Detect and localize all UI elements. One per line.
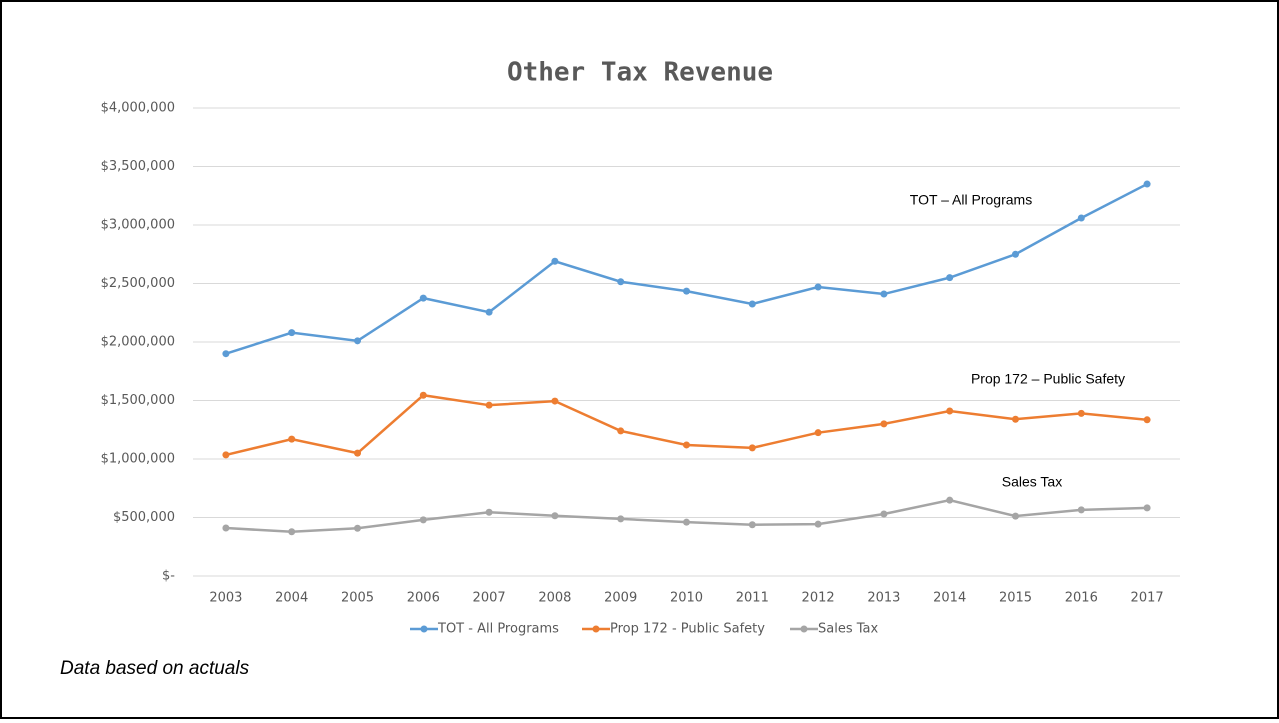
x-tick-label: 2014 — [933, 591, 966, 606]
marker — [1143, 416, 1151, 424]
x-tick-label: 2007 — [473, 591, 506, 606]
marker — [1143, 504, 1151, 512]
annotation: TOT – All Programs — [910, 192, 1032, 208]
x-tick-label: 2005 — [341, 591, 374, 606]
legend-marker — [592, 625, 600, 633]
annotation: Sales Tax — [1002, 474, 1062, 490]
marker — [880, 510, 888, 518]
y-tick-label: $3,000,000 — [101, 218, 175, 233]
marker — [551, 397, 559, 405]
marker — [683, 287, 690, 295]
marker — [485, 508, 493, 516]
legend-label: Sales Tax — [818, 622, 878, 637]
y-tick-label: $4,000,000 — [101, 101, 175, 116]
marker — [1077, 409, 1085, 417]
marker — [617, 427, 625, 435]
x-tick-label: 2016 — [1065, 591, 1098, 606]
x-tick-label: 2009 — [604, 591, 637, 606]
y-tick-label: $500,000 — [113, 510, 175, 525]
marker — [354, 337, 361, 345]
marker — [419, 516, 427, 524]
x-tick-label: 2006 — [407, 591, 440, 606]
y-tick-label: $1,000,000 — [101, 452, 175, 467]
x-tick-label: 2013 — [867, 591, 900, 606]
marker — [748, 444, 756, 452]
marker — [946, 274, 954, 282]
marker — [683, 441, 690, 449]
marker — [814, 283, 822, 291]
marker — [814, 429, 822, 437]
marker — [1143, 180, 1151, 188]
marker — [419, 391, 427, 399]
legend-label: TOT - All Programs — [437, 622, 559, 637]
marker — [1012, 250, 1019, 258]
x-tick-label: 2012 — [802, 591, 835, 606]
marker — [551, 512, 559, 520]
marker — [551, 257, 559, 265]
marker — [880, 420, 888, 428]
marker — [354, 524, 361, 532]
marker — [946, 496, 954, 504]
marker — [288, 329, 296, 337]
legend-label: Prop 172 - Public Safety — [610, 622, 765, 637]
x-tick-label: 2017 — [1131, 591, 1164, 606]
marker — [222, 451, 230, 459]
x-tick-label: 2011 — [736, 591, 769, 606]
legend-marker — [800, 625, 808, 633]
marker — [1012, 512, 1019, 520]
x-tick-label: 2004 — [275, 591, 308, 606]
marker — [222, 350, 230, 358]
marker — [880, 290, 888, 298]
marker — [288, 435, 296, 443]
x-tick-label: 2010 — [670, 591, 703, 606]
marker — [683, 518, 690, 526]
marker — [748, 300, 756, 308]
marker — [1077, 214, 1085, 222]
marker — [485, 401, 493, 409]
chart-title: Other Tax Revenue — [507, 58, 773, 88]
annotation: Prop 172 – Public Safety — [971, 371, 1125, 387]
marker — [617, 515, 625, 523]
marker — [1012, 415, 1019, 423]
marker — [617, 278, 625, 286]
y-tick-label: $3,500,000 — [101, 159, 175, 174]
note: Data based on actuals — [60, 658, 250, 679]
marker — [485, 308, 493, 316]
marker — [1077, 506, 1085, 514]
y-tick-label: $- — [162, 569, 175, 584]
y-tick-label: $1,500,000 — [101, 393, 175, 408]
y-tick-label: $2,500,000 — [101, 276, 175, 291]
marker — [814, 520, 822, 528]
legend-marker — [420, 625, 428, 633]
marker — [419, 294, 427, 302]
y-tick-label: $2,000,000 — [101, 335, 175, 350]
marker — [222, 524, 230, 532]
x-tick-label: 2003 — [209, 591, 242, 606]
x-tick-label: 2008 — [538, 591, 571, 606]
marker — [946, 407, 954, 415]
marker — [748, 521, 756, 529]
marker — [288, 528, 296, 536]
marker — [354, 449, 361, 457]
x-tick-label: 2015 — [999, 591, 1032, 606]
